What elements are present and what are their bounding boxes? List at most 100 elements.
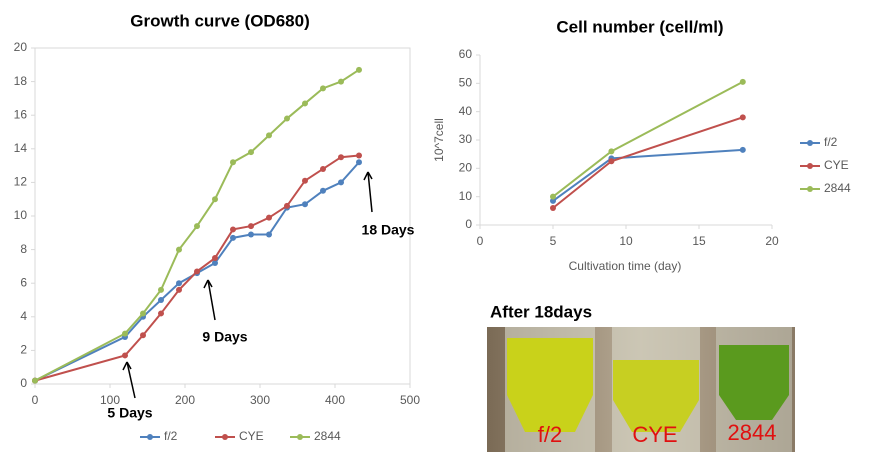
data-point (248, 149, 254, 156)
photo-label: CYE (632, 422, 677, 447)
data-point (248, 223, 254, 230)
data-point (212, 196, 218, 203)
y-tick-label: 18 (14, 74, 28, 88)
legend-marker (147, 434, 153, 440)
data-point (212, 260, 218, 267)
data-point (320, 187, 326, 194)
data-point (158, 286, 164, 293)
data-point (266, 214, 272, 221)
data-point (122, 330, 128, 337)
data-point (32, 377, 38, 384)
photo-label: 2844 (728, 420, 777, 445)
data-point (266, 231, 272, 238)
y-tick-label: 12 (14, 175, 28, 189)
data-point (739, 146, 746, 153)
chart-title: Growth curve (OD680) (130, 11, 310, 30)
data-point (320, 85, 326, 92)
y-tick-label: 10 (459, 189, 473, 203)
legend-label: 2844 (824, 181, 851, 195)
y-tick-label: 14 (14, 141, 28, 155)
legend-label: f/2 (164, 429, 178, 443)
series-line (34, 154, 360, 382)
legend-label: f/2 (824, 135, 838, 149)
y-tick-label: 20 (14, 40, 28, 54)
data-point (302, 201, 308, 208)
data-point (302, 177, 308, 184)
x-tick-label: 100 (100, 393, 120, 407)
data-point (338, 154, 344, 161)
photo-title: After 18days (490, 302, 592, 321)
legend-label: CYE (239, 429, 264, 443)
y-tick-label: 10 (14, 208, 28, 222)
data-point (284, 115, 290, 122)
x-tick-label: 0 (477, 234, 484, 248)
x-tick-label: 5 (550, 234, 557, 248)
data-point (176, 286, 182, 293)
data-point (122, 352, 128, 359)
x-tick-label: 0 (32, 393, 39, 407)
legend-marker (807, 140, 813, 146)
data-point (176, 280, 182, 287)
data-point (158, 297, 164, 303)
data-point (140, 310, 146, 317)
y-tick-label: 60 (459, 47, 473, 61)
data-point (739, 114, 746, 121)
data-point (194, 223, 200, 230)
data-point (230, 234, 236, 241)
legend-label: CYE (824, 158, 849, 172)
legend-marker (297, 434, 303, 440)
legend-label: 2844 (314, 429, 341, 443)
data-point (140, 332, 146, 339)
data-point (356, 159, 362, 166)
y-tick-label: 6 (20, 275, 27, 289)
annotation-arrows (122, 171, 373, 399)
y-tick-label: 30 (459, 132, 473, 146)
data-point (338, 179, 344, 186)
y-tick-label: 4 (20, 309, 27, 323)
data-point (230, 159, 236, 166)
x-tick-label: 300 (250, 393, 270, 407)
data-point (320, 165, 326, 172)
y-axis-label: 10^7cell (432, 118, 446, 162)
data-point (550, 193, 556, 200)
data-point (284, 202, 290, 209)
legend-marker (807, 163, 813, 169)
y-tick-label: 0 (20, 376, 27, 390)
data-point (248, 231, 254, 238)
x-tick-label: 20 (765, 234, 779, 248)
data-point (230, 226, 236, 233)
chart-title: Cell number (cell/ml) (556, 17, 723, 36)
data-point (158, 310, 164, 317)
y-tick-label: 0 (465, 217, 472, 231)
y-tick-label: 40 (459, 104, 473, 118)
data-point (608, 148, 615, 155)
data-point (338, 78, 344, 85)
annotation: 5 Days (107, 405, 152, 421)
data-point (356, 152, 362, 159)
y-tick-label: 2 (20, 343, 27, 357)
y-tick-label: 20 (459, 161, 473, 175)
x-axis-label: Cultivation time (day) (569, 259, 682, 273)
legend-marker (222, 434, 228, 440)
data-point (356, 66, 362, 73)
data-point (608, 158, 615, 165)
y-tick-label: 16 (14, 107, 28, 121)
legend-marker (807, 186, 813, 192)
data-point (176, 246, 182, 253)
data-point (550, 197, 556, 204)
annotation: 18 Days (362, 222, 415, 238)
x-tick-label: 200 (175, 393, 195, 407)
data-point (739, 78, 746, 85)
x-tick-label: 500 (400, 393, 420, 407)
data-point (550, 205, 556, 211)
data-point (194, 268, 200, 275)
data-point (302, 100, 308, 107)
x-tick-label: 15 (692, 234, 706, 248)
photo (487, 327, 795, 452)
y-tick-label: 50 (459, 76, 473, 90)
x-tick-label: 10 (619, 234, 633, 248)
y-tick-label: 8 (20, 242, 27, 256)
annotation: 9 Days (202, 329, 247, 345)
x-tick-label: 400 (325, 393, 345, 407)
